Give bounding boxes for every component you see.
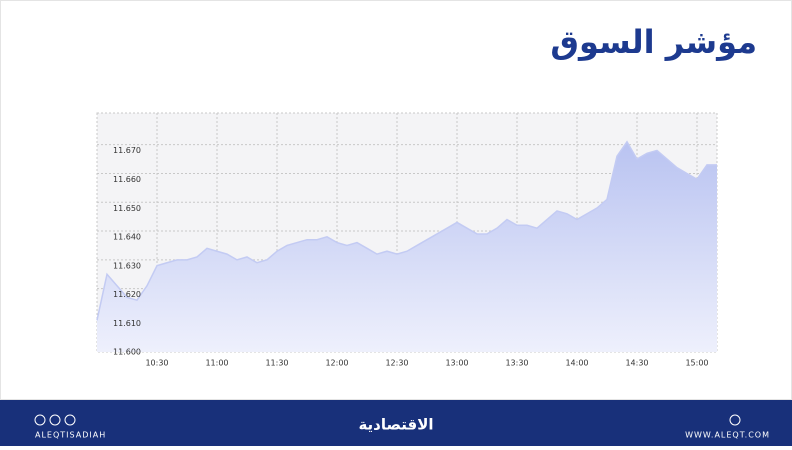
y-tick-label: 11.640 xyxy=(113,233,141,242)
x-tick-label: 13:30 xyxy=(505,359,528,368)
y-tick-label: 11.620 xyxy=(113,290,141,299)
y-tick-label: 11.650 xyxy=(113,204,141,213)
line xyxy=(96,140,717,321)
footer-logo: الاقتصادية xyxy=(358,416,433,434)
x-tick-label: 12:30 xyxy=(385,359,408,368)
x-tick-label: 10:30 xyxy=(145,359,168,368)
chart-title: مؤشر السوق xyxy=(550,23,757,61)
y-tick-label: 11.630 xyxy=(113,261,141,270)
x-tick-label: 12:00 xyxy=(325,359,348,368)
x-tick-label: 14:30 xyxy=(625,359,648,368)
y-tick-label: 11.600 xyxy=(113,348,141,357)
footer-social: ALEQTISADIAH xyxy=(35,431,106,440)
x-tick-label: 11:30 xyxy=(265,359,288,368)
y-tick-label: 11.610 xyxy=(113,319,141,328)
footer-website: WWW.ALEQT.COM xyxy=(685,431,770,440)
y-tick-label: 11.660 xyxy=(113,175,141,184)
area xyxy=(97,141,717,352)
footer-bar xyxy=(0,400,792,446)
x-tick-label: 15:00 xyxy=(685,359,708,368)
x-tick-label: 14:00 xyxy=(565,359,588,368)
social-icons xyxy=(34,414,741,426)
x-tick-label: 13:00 xyxy=(445,359,468,368)
x-tick-label: 11:00 xyxy=(205,359,228,368)
y-tick-label: 11.670 xyxy=(113,146,141,155)
